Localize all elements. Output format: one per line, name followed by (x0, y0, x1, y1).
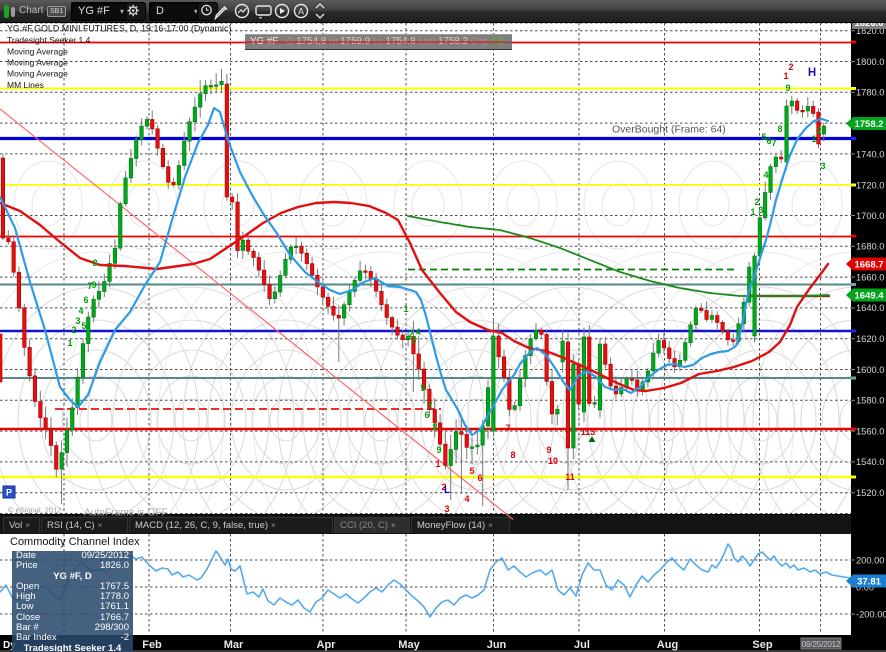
svg-text:1668.7: 1668.7 (854, 259, 883, 270)
svg-text:9: 9 (436, 445, 441, 455)
svg-text:Moving Average: Moving Average (7, 47, 68, 57)
svg-text:1720.0: 1720.0 (856, 180, 884, 190)
svg-text:1: 1 (811, 134, 816, 144)
svg-text:4: 4 (763, 170, 768, 180)
svg-text:10: 10 (548, 456, 558, 466)
svg-text:1620.0: 1620.0 (856, 334, 884, 344)
svg-text:3: 3 (75, 316, 80, 326)
svg-text:4: 4 (78, 306, 83, 316)
svg-text:2: 2 (408, 329, 413, 339)
svg-text:Mar: Mar (224, 639, 244, 651)
svg-text:May: May (398, 639, 420, 651)
svg-text:2: 2 (788, 62, 793, 72)
svg-text:3: 3 (758, 205, 763, 215)
svg-text:5: 5 (761, 132, 766, 142)
svg-text:9: 9 (785, 83, 790, 93)
svg-text:11: 11 (565, 472, 575, 482)
svg-text:1820.0: 1820.0 (856, 26, 884, 36)
svg-text:2: 2 (754, 197, 759, 207)
svg-text:200.00: 200.00 (856, 555, 884, 565)
svg-text:Moving Average: Moving Average (7, 58, 68, 68)
svg-text:1: 1 (403, 304, 408, 314)
svg-text:6: 6 (477, 473, 482, 483)
svg-text:7: 7 (427, 401, 432, 411)
svg-text:OverBought (Frame: 64): OverBought (Frame: 64) (612, 124, 726, 136)
svg-text:© eSignal, 2012: © eSignal, 2012 (8, 506, 61, 515)
svg-text:3: 3 (411, 335, 416, 345)
svg-text:1680.0: 1680.0 (856, 242, 884, 252)
svg-text:Jul: Jul (574, 639, 590, 651)
svg-text:5: 5 (469, 466, 474, 476)
svg-text:2: 2 (816, 126, 821, 136)
svg-text:8: 8 (92, 258, 97, 268)
svg-text:-200.00: -200.00 (856, 609, 886, 619)
svg-text:1640.0: 1640.0 (856, 303, 884, 313)
svg-text:1700.0: 1700.0 (856, 211, 884, 221)
svg-text:Feb: Feb (142, 639, 162, 651)
svg-text:8: 8 (432, 422, 437, 432)
svg-text:1826.0: 1826.0 (854, 18, 883, 29)
svg-text:Moving Average: Moving Average (7, 69, 68, 79)
svg-text:1740.0: 1740.0 (856, 149, 884, 159)
svg-text:6: 6 (766, 136, 771, 146)
svg-text:2: 2 (441, 482, 446, 492)
svg-text:5: 5 (420, 383, 425, 393)
svg-text:L: L (444, 485, 450, 496)
svg-text:1: 1 (67, 338, 72, 348)
svg-text:Aug: Aug (657, 639, 678, 651)
svg-text:3: 3 (820, 161, 825, 171)
svg-text:Sep: Sep (752, 639, 772, 651)
svg-text:MM Lines: MM Lines (7, 80, 44, 90)
svg-text:9: 9 (91, 280, 96, 290)
svg-text:P: P (6, 488, 12, 498)
svg-text:1758.2: 1758.2 (854, 119, 883, 130)
svg-text:1600.0: 1600.0 (856, 365, 884, 375)
svg-text:1780.0: 1780.0 (856, 88, 884, 98)
svg-text:37.81: 37.81 (857, 576, 881, 587)
svg-text:113: 113 (581, 427, 596, 437)
svg-text:4: 4 (464, 494, 469, 504)
svg-text:AutoFrame is OFF: AutoFrame is OFF (84, 508, 168, 519)
svg-text:2: 2 (71, 325, 76, 335)
svg-text:Apr: Apr (317, 639, 337, 651)
svg-text:1660.0: 1660.0 (856, 272, 884, 282)
svg-text:7: 7 (771, 138, 776, 148)
svg-text:1: 1 (435, 459, 440, 469)
svg-text:1: 1 (783, 71, 788, 81)
svg-text:YG #F,GOLD MINI FUTURES, D, 19: YG #F,GOLD MINI FUTURES, D, 19:16-17:00 … (7, 24, 231, 34)
svg-text:8: 8 (777, 124, 782, 134)
svg-text:A: A (298, 7, 304, 17)
svg-text:H: H (808, 67, 816, 79)
svg-text:6: 6 (424, 410, 429, 420)
svg-text:Dy: Dy (3, 640, 16, 651)
svg-text:5: 5 (81, 321, 86, 331)
svg-text:7: 7 (505, 423, 510, 433)
svg-text:1520.0: 1520.0 (856, 488, 884, 498)
svg-text:7: 7 (87, 281, 92, 291)
svg-text:Commodity Channel Index: Commodity Channel Index (10, 536, 140, 548)
svg-text:1560.0: 1560.0 (856, 426, 884, 436)
svg-text:Jun: Jun (487, 639, 507, 651)
svg-text:1580.0: 1580.0 (856, 396, 884, 406)
svg-text:8: 8 (510, 450, 515, 460)
svg-text:1540.0: 1540.0 (856, 457, 884, 467)
svg-text:1649.4: 1649.4 (854, 290, 884, 301)
svg-text:1: 1 (750, 207, 755, 217)
svg-text:3: 3 (444, 504, 449, 514)
svg-text:9: 9 (546, 445, 551, 455)
svg-text:09/25/2012: 09/25/2012 (802, 639, 841, 649)
svg-text:6: 6 (83, 295, 88, 305)
svg-text:Tradesight Seeker 1.4: Tradesight Seeker 1.4 (7, 35, 91, 45)
svg-text:1800.0: 1800.0 (856, 57, 884, 67)
svg-text:4: 4 (415, 327, 420, 337)
